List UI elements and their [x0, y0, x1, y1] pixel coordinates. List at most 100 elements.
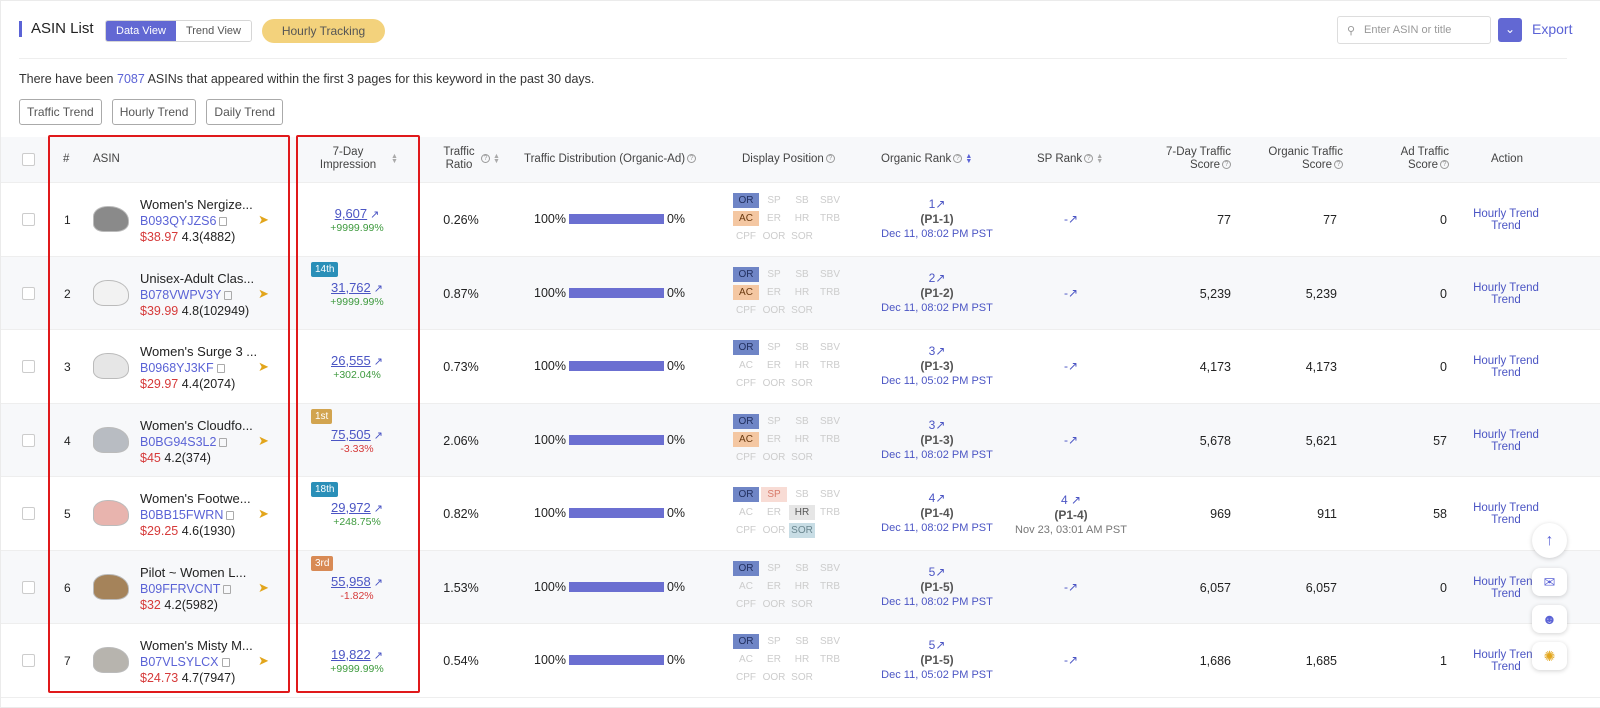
export-button[interactable]: Export [1532, 21, 1573, 37]
tab-trend-view[interactable]: Trend View [175, 21, 251, 41]
hourly-trend-link[interactable]: Hourly Trend Trend [1473, 428, 1539, 453]
product-title[interactable]: Women's Misty M... [140, 638, 253, 653]
product-image[interactable] [93, 573, 129, 600]
row-checkbox[interactable] [22, 580, 35, 594]
copy-icon[interactable] [223, 584, 232, 594]
trend-chart-icon[interactable]: ↗ [373, 429, 383, 442]
product-image[interactable] [93, 426, 129, 453]
asin-link[interactable]: B0BB15FWRN [140, 508, 235, 522]
impression-change: -1.82% [340, 589, 374, 602]
product-title[interactable]: Women's Surge 3 ... [140, 344, 258, 359]
copy-icon[interactable] [219, 437, 228, 447]
copy-icon[interactable] [219, 217, 228, 227]
trend-chart-icon[interactable]: ↗ [370, 209, 380, 221]
tab-data-view[interactable]: Data View [106, 21, 176, 41]
row-checkbox[interactable] [22, 507, 35, 520]
position-tag: CPF [736, 672, 756, 683]
hourly-trend-link[interactable]: Hourly Trend Trend [1473, 575, 1539, 600]
traffic-distribution: 100% 0% [534, 506, 686, 520]
traffic-distribution: 100% 0% [534, 432, 686, 447]
sort-icon[interactable]: ▲ ▼ [391, 152, 398, 165]
search-input[interactable]: ⚲ Enter ASIN or title [1337, 16, 1491, 44]
hourly-trend-link[interactable]: Hourly Trend Trend [1473, 281, 1539, 306]
help-icon: ? ▲ ▼ [479, 153, 500, 166]
copy-icon[interactable] [226, 511, 235, 521]
row-checkbox[interactable] [22, 433, 35, 447]
hourly-trend-link[interactable]: Hourly Trend Trend [1473, 649, 1539, 673]
trend-chart-icon[interactable]: ↗ [373, 356, 383, 368]
impression-value[interactable]: 75,505 ↗ [331, 426, 383, 442]
product-title[interactable]: Pilot ~ Women L... [140, 564, 247, 580]
col-traffic-distribution: Traffic Distribution (Organic-Ad)? [524, 153, 697, 166]
position-tag: CPF [736, 525, 756, 536]
position-tag: SBV [819, 342, 840, 353]
product-title[interactable]: Women's Nergize... [140, 197, 253, 212]
impression-value[interactable]: 55,958 ↗ [331, 573, 383, 589]
col-organic-rank[interactable]: Organic Rank? ▲ ▼ [881, 152, 973, 165]
copy-icon[interactable] [221, 658, 230, 668]
product-image[interactable] [93, 353, 129, 379]
table-row: 7 Women's Misty M... B07VLSYLCX $24.73 4… [1, 624, 1600, 698]
position-tag: SP [767, 562, 781, 574]
divider [19, 58, 1567, 59]
price-rating: $38.97 4.3(4882) [140, 230, 235, 244]
row-checkbox[interactable] [22, 286, 35, 300]
impression-value[interactable]: 26,555 ↗ [331, 353, 383, 368]
product-title[interactable]: Women's Cloudfo... [140, 417, 253, 433]
organic-rank: 2↗ (P1-2) Dec 11, 08:02 PM PST [881, 270, 993, 314]
trend-chart-icon[interactable]: ↗ [373, 282, 383, 295]
tips-button[interactable]: ✺ [1532, 642, 1567, 670]
traffic-trend-button[interactable]: Traffic Trend [19, 99, 102, 125]
traffic-score: 969 [1210, 507, 1231, 521]
dropdown-button[interactable]: ⌄ [1498, 18, 1522, 42]
asin-link[interactable]: B09FFRVCNT [140, 582, 232, 596]
impression-value[interactable]: 31,762 ↗ [331, 279, 383, 295]
select-all-checkbox[interactable] [22, 153, 35, 166]
product-title[interactable]: Women's Footwe... [140, 491, 251, 506]
asin-link[interactable]: B093QYJZS6 [140, 214, 228, 228]
row-checkbox[interactable] [22, 213, 35, 226]
position-tag: ER [767, 580, 781, 592]
hourly-trend-link[interactable]: Hourly Trend Trend [1473, 208, 1539, 232]
product-image[interactable] [93, 279, 129, 306]
asin-link[interactable]: B078VWPV3Y [140, 288, 233, 302]
discord-button[interactable]: ☻ [1532, 605, 1567, 633]
col-organic-score: Organic Traffic Score? [1268, 146, 1343, 171]
price: $29.97 [140, 377, 179, 391]
impression-value[interactable]: 9,607 ↗ [334, 206, 380, 221]
col-sp-rank[interactable]: SP Rank? ▲ ▼ [1037, 152, 1104, 165]
trend-chart-icon[interactable]: ↗ [373, 650, 383, 662]
product-image[interactable] [93, 647, 129, 673]
organic-rank: 1↗ (P1-1) Dec 11, 08:02 PM PST [881, 197, 993, 240]
scroll-top-button[interactable]: ↑ [1532, 523, 1567, 558]
position-tag: TRB [820, 286, 840, 298]
copy-icon[interactable] [224, 290, 233, 300]
copy-icon[interactable] [216, 364, 225, 374]
position-tag: SB [795, 636, 809, 647]
product-image[interactable] [93, 500, 129, 526]
hourly-trend-button[interactable]: Hourly Trend [111, 99, 197, 125]
sp-rank: -↗ [1063, 432, 1079, 447]
impression-value[interactable]: 29,972 ↗ [331, 500, 383, 515]
hourly-trend-link[interactable]: Hourly Trend Trend [1473, 355, 1539, 379]
row-checkbox[interactable] [22, 654, 35, 667]
asin-link[interactable]: B07VLSYLCX [140, 655, 230, 669]
daily-trend-button[interactable]: Daily Trend [206, 99, 284, 125]
trend-chart-icon[interactable]: ↗ [373, 576, 383, 589]
product-title[interactable]: Unisex-Adult Clas... [140, 270, 255, 286]
col-ad-score: Ad Traffic Score? [1400, 146, 1449, 171]
col-asin: ASIN [93, 153, 120, 165]
col-impression[interactable]: 7-Day Impression [319, 146, 377, 171]
asin-link[interactable]: B0BG94S3L2 [140, 435, 228, 449]
asin-link[interactable]: B0968YJ3KF [140, 361, 225, 375]
product-image[interactable] [93, 206, 129, 232]
hourly-tracking-button[interactable]: Hourly Tracking [262, 19, 385, 43]
message-button[interactable]: ✉ [1532, 568, 1567, 596]
rating: 4.8(102949) [181, 303, 250, 318]
impression-value[interactable]: 19,822 ↗ [331, 647, 383, 662]
position-tag: HR [794, 213, 810, 224]
impression-column-highlight [296, 135, 420, 693]
row-checkbox[interactable] [22, 360, 35, 373]
hourly-trend-link[interactable]: Hourly Trend Trend [1473, 502, 1539, 526]
trend-chart-icon[interactable]: ↗ [373, 503, 383, 515]
